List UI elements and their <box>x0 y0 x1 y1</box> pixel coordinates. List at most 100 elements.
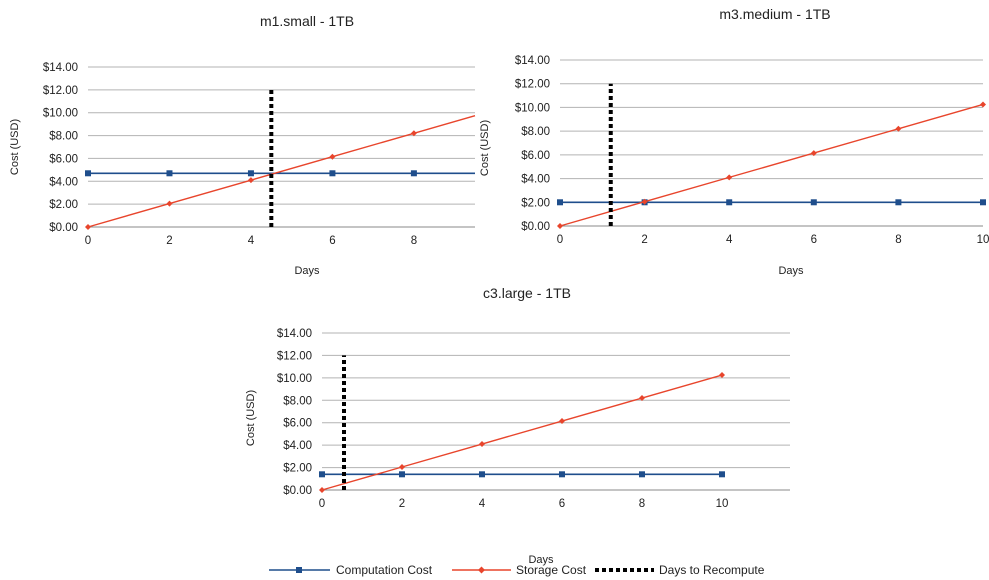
x-tick-label: 6 <box>559 498 565 510</box>
plot-area: $0.00 $2.00 $4.00 $6.00 $8.00 $10.00 $12.00 $14… <box>515 55 989 246</box>
legend-marker-storage-cost <box>478 566 485 574</box>
data-point-computation-cost <box>726 199 733 206</box>
data-point-computation-cost <box>810 199 817 206</box>
data-point-storage-cost <box>810 150 817 157</box>
x-tick-label: 4 <box>479 498 486 510</box>
chart-m3-medium: m3.medium - 1TB Cost (USD) Days $0.00 $2.… <box>479 6 989 277</box>
data-point-storage-cost <box>410 130 417 137</box>
legend-item-computation-cost: Computation Cost <box>269 563 433 577</box>
data-point-storage-cost <box>559 418 565 425</box>
data-point-computation-cost <box>85 170 91 177</box>
data-point-computation-cost <box>719 471 725 478</box>
data-point-computation-cost <box>559 471 565 478</box>
x-axis-label: Days <box>294 265 320 277</box>
x-tick-label: 0 <box>85 235 91 247</box>
data-point-computation-cost <box>329 170 336 177</box>
data-point-storage-cost <box>399 464 405 471</box>
legend-label-computation-cost: Computation Cost <box>336 563 433 577</box>
series-line-storage-cost <box>321 374 723 491</box>
legend-marker-computation-cost <box>296 567 302 573</box>
y-tick-label: $6.00 <box>521 150 550 162</box>
plot-area: $0.00 $2.00 $4.00 $6.00 $8.00 $10.00 $12.00 $14… <box>277 328 790 510</box>
y-tick-label: $6.00 <box>283 418 312 430</box>
data-point-computation-cost <box>410 170 417 177</box>
series-line-storage-cost <box>559 103 984 227</box>
x-tick-label: 8 <box>639 498 645 510</box>
x-tick-label: 6 <box>329 235 335 247</box>
y-tick-label: $12.00 <box>515 79 550 91</box>
data-point-storage-cost <box>479 441 485 448</box>
legend-item-storage-cost: Storage Cost <box>452 563 587 577</box>
x-axis-label: Days <box>778 265 804 277</box>
y-tick-label: $14.00 <box>43 62 78 74</box>
y-tick-label: $14.00 <box>515 55 550 67</box>
x-tick-label: 8 <box>411 235 417 247</box>
data-point-storage-cost <box>726 174 733 181</box>
legend-label-storage-cost: Storage Cost <box>516 563 587 577</box>
data-point-computation-cost <box>980 199 986 206</box>
series-line-storage-cost <box>87 115 476 228</box>
chart-title: m1.small - 1TB <box>260 13 354 29</box>
data-point-storage-cost <box>895 125 902 132</box>
y-tick-label: $10.00 <box>515 102 550 114</box>
data-point-storage-cost <box>85 224 91 230</box>
x-tick-label: 0 <box>319 498 325 510</box>
chart-c3-large: c3.large - 1TB Cost (USD) Days $0.00 $2.0… <box>245 285 790 566</box>
y-tick-label: $2.00 <box>521 197 550 209</box>
data-point-storage-cost <box>980 101 986 108</box>
data-point-storage-cost <box>557 223 563 229</box>
x-tick-label: 2 <box>166 235 172 247</box>
x-tick-label: 6 <box>811 234 817 246</box>
y-tick-label: $8.00 <box>521 126 550 138</box>
data-point-computation-cost <box>479 471 485 478</box>
legend-label-days-to-recompute: Days to Recompute <box>659 563 765 577</box>
y-tick-label: $4.00 <box>521 174 550 186</box>
data-point-storage-cost <box>247 177 254 184</box>
y-tick-label: $10.00 <box>43 108 78 120</box>
y-tick-label: $10.00 <box>277 373 312 385</box>
x-tick-label: 2 <box>399 498 405 510</box>
y-tick-label: $8.00 <box>49 131 78 143</box>
plot-area: $0.00 $2.00 $4.00 $6.00 $8.00 $10.00 $12.00 $14… <box>43 62 476 247</box>
y-tick-label: $4.00 <box>49 176 78 188</box>
y-tick-label: $8.00 <box>283 395 312 407</box>
data-point-computation-cost <box>166 170 173 177</box>
chart-title: m3.medium - 1TB <box>719 6 830 22</box>
legend-item-days-to-recompute: Days to Recompute <box>595 563 765 577</box>
data-point-storage-cost <box>319 487 325 493</box>
x-tick-label: 0 <box>557 234 563 246</box>
y-tick-label: $12.00 <box>277 350 312 362</box>
chart-m1-small: m1.small - 1TB Cost (USD) Days $0.00 $2.0… <box>9 13 476 277</box>
x-tick-label: 10 <box>716 498 729 510</box>
y-tick-label: $2.00 <box>283 463 312 475</box>
data-point-computation-cost <box>895 199 902 206</box>
data-point-storage-cost <box>639 395 645 402</box>
data-point-computation-cost <box>247 170 254 177</box>
x-tick-label: 2 <box>641 234 647 246</box>
data-point-storage-cost <box>329 153 336 160</box>
x-tick-label: 4 <box>726 234 733 246</box>
legend: Computation Cost Storage Cost Days to Re… <box>269 563 765 577</box>
x-tick-label: 8 <box>895 234 901 246</box>
x-tick-label: 10 <box>977 234 989 246</box>
y-tick-label: $2.00 <box>49 199 78 211</box>
x-tick-label: 4 <box>248 235 255 247</box>
y-tick-label: $4.00 <box>283 440 312 452</box>
data-point-storage-cost <box>641 198 648 205</box>
data-point-storage-cost <box>719 372 725 379</box>
data-point-computation-cost <box>557 199 563 206</box>
data-point-computation-cost <box>399 471 405 478</box>
y-axis-label: Cost (USD) <box>9 119 21 175</box>
x-axis-label: Days <box>528 554 554 566</box>
data-point-computation-cost <box>639 471 645 478</box>
data-point-computation-cost <box>319 471 325 478</box>
y-tick-label: $14.00 <box>277 328 312 340</box>
y-tick-label: $6.00 <box>49 153 78 165</box>
y-axis-label: Cost (USD) <box>245 390 257 446</box>
y-tick-label: $0.00 <box>283 485 312 497</box>
y-tick-label: $12.00 <box>43 85 78 97</box>
y-axis-label: Cost (USD) <box>479 120 491 176</box>
chart-title: c3.large - 1TB <box>483 285 571 301</box>
data-point-storage-cost <box>166 200 173 207</box>
